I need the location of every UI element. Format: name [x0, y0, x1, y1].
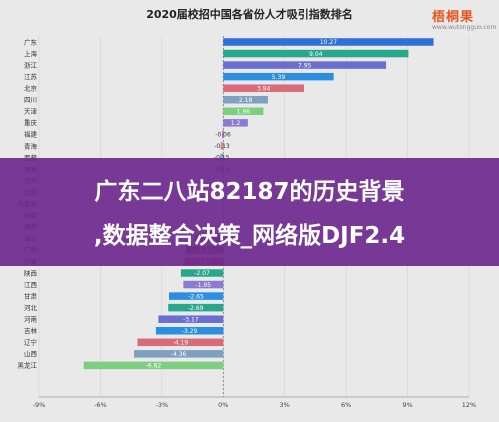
- data-label: 1.2: [231, 120, 241, 127]
- bar: [155, 327, 224, 335]
- x-tick-label: 3%: [280, 401, 290, 409]
- category-label: 江苏: [24, 72, 38, 81]
- category-label: 天津: [24, 108, 38, 116]
- data-label: -2.69: [188, 305, 204, 312]
- bar: [223, 84, 304, 92]
- category-label: 河北: [24, 304, 38, 312]
- bar: [222, 130, 225, 139]
- bar: [220, 153, 224, 162]
- category-label: 辽宁: [24, 338, 38, 347]
- x-tick-label: -3%: [156, 401, 169, 409]
- category-label: 吉林: [24, 326, 38, 335]
- data-label: -2.07: [194, 270, 210, 277]
- category-label: 广东: [24, 37, 38, 46]
- x-tick-label: 0%: [218, 401, 228, 409]
- data-label: -0.06: [215, 132, 231, 139]
- category-label: 四川: [24, 96, 37, 104]
- bar: [180, 269, 224, 277]
- bar: [223, 72, 334, 81]
- x-tick-label: 6%: [341, 401, 351, 409]
- data-label: -3.29: [182, 328, 198, 335]
- category-label: 山西: [24, 349, 38, 358]
- data-label: -2.65: [188, 293, 204, 300]
- category-label: 上海: [24, 49, 38, 58]
- bar: [223, 96, 268, 104]
- category-label: 北京: [24, 84, 38, 93]
- bar: [223, 119, 248, 127]
- bar: [183, 280, 224, 289]
- category-label: 甘肃: [24, 291, 38, 300]
- data-label: 7.95: [298, 62, 312, 69]
- bar: [223, 61, 387, 69]
- x-tick-label: 12%: [462, 401, 476, 409]
- bar: [83, 361, 224, 370]
- data-label: -4.19: [173, 340, 189, 347]
- data-label: 2.18: [239, 97, 253, 104]
- data-label: 10.27: [320, 39, 337, 46]
- bar: [168, 303, 224, 312]
- category-label: 青海: [24, 141, 38, 150]
- x-tick-label: 9%: [402, 401, 412, 409]
- category-label: 陕西: [24, 268, 38, 277]
- x-tick-label: -6%: [94, 401, 107, 409]
- bar: [223, 107, 264, 116]
- overlay-banner-line-2: ,数据整合决策_网络版DJF2.4: [93, 223, 406, 249]
- bar: [223, 49, 409, 58]
- overlay-banner-line-1: 广东二八站82187的历史背景: [94, 179, 405, 205]
- brand-logo: 梧桐果 www.wutongguo.com: [432, 6, 497, 31]
- data-label: -1.95: [196, 282, 212, 289]
- bar: [169, 292, 224, 300]
- data-label: -3.17: [183, 316, 199, 323]
- bar: [137, 338, 224, 347]
- data-label: 9.04: [309, 51, 323, 58]
- data-label: -6.82: [146, 363, 162, 370]
- data-label: 1.96: [237, 109, 251, 116]
- category-label: 西藏: [24, 153, 38, 162]
- bar: [134, 350, 224, 358]
- category-label: 河南: [24, 315, 38, 324]
- data-label: 5.39: [272, 74, 286, 81]
- bar: [223, 38, 434, 46]
- category-label: 福建: [24, 130, 38, 139]
- bar: [158, 315, 224, 323]
- category-label: 黑龙江: [18, 361, 38, 370]
- bar: [220, 142, 224, 150]
- overlay-banner: 广东二八站82187的历史背景 ,数据整合决策_网络版DJF2.4: [0, 158, 499, 266]
- chart-title: 2020届校招中国各省份人才吸引指数排名: [146, 8, 353, 21]
- brand-logo-text: 梧桐果: [432, 10, 475, 25]
- category-label: 浙江: [24, 60, 38, 69]
- data-label: 3.94: [257, 85, 271, 92]
- brand-logo-url: www.wutongguo.com: [432, 24, 497, 31]
- data-label: -0.13: [214, 143, 230, 150]
- data-label: -4.36: [171, 351, 187, 358]
- category-label: 重庆: [24, 118, 38, 127]
- category-label: 江西: [24, 281, 38, 289]
- x-tick-label: -9%: [33, 401, 46, 409]
